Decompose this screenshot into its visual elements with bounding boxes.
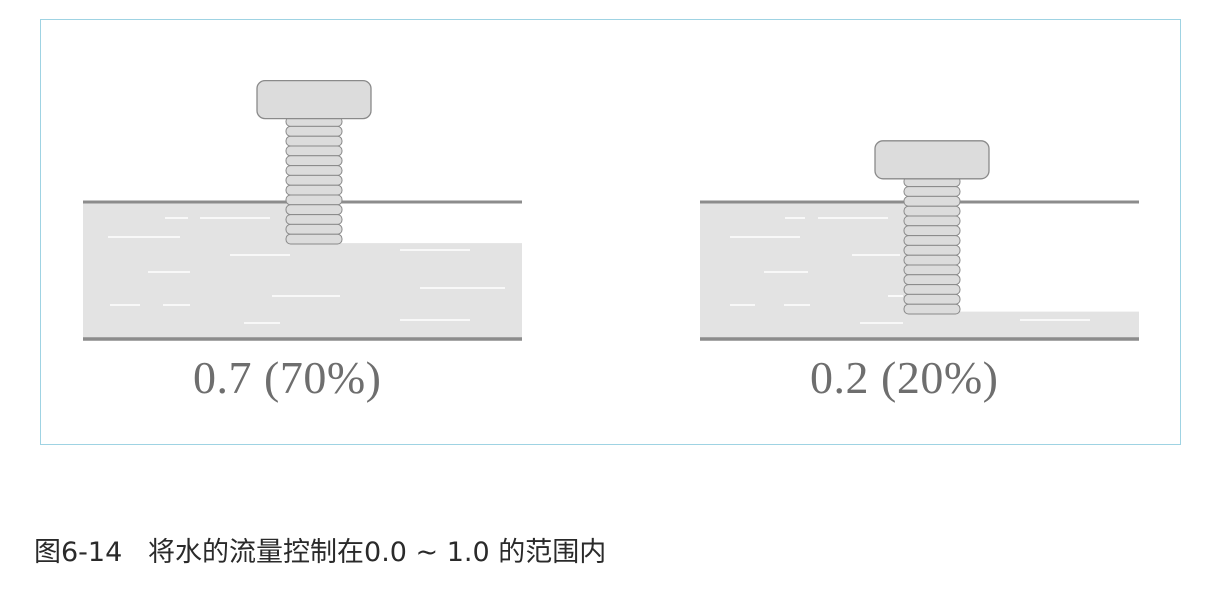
screw-thread <box>285 165 343 176</box>
screw-valve-icon <box>874 140 990 315</box>
screw-thread <box>285 145 343 157</box>
figure-caption: 图6-14 将水的流量控制在0.0 ~ 1.0 的范围内 <box>34 530 606 569</box>
screw-thread <box>903 195 961 207</box>
figure-number: 图6-14 <box>34 537 123 568</box>
flow-label-20: 0.2 (20%) <box>810 352 999 403</box>
downstream-water <box>314 243 522 339</box>
screw-thread <box>903 215 961 227</box>
screw-thread <box>903 235 961 246</box>
screw-thread <box>285 184 343 196</box>
screw-valve-icon <box>256 79 372 245</box>
caption-text: 将水的流量控制在0.0 ~ 1.0 的范围内 <box>148 537 607 568</box>
screw-thread <box>903 254 961 266</box>
screw-thread <box>903 293 961 305</box>
screw-head <box>874 140 990 180</box>
upstream-water <box>700 202 932 339</box>
screw-thread <box>285 155 343 167</box>
screw-thread <box>285 125 343 137</box>
screw-thread <box>285 214 343 225</box>
screw-thread <box>285 223 343 235</box>
screw-thread <box>903 205 961 217</box>
screw-thread <box>285 135 343 147</box>
figure-frame <box>40 19 1181 445</box>
screw-thread <box>903 244 961 256</box>
downstream-water <box>932 311 1139 339</box>
screw-thread <box>903 303 961 315</box>
screw-thread <box>903 274 961 286</box>
upstream-water <box>83 202 314 339</box>
screw-thread <box>903 225 961 237</box>
flow-label-70: 0.7 (70%) <box>193 352 382 403</box>
valve-panel-2 <box>700 140 1139 341</box>
screw-thread <box>903 186 961 197</box>
valve-panel-1 <box>83 79 522 341</box>
screw-thread <box>285 194 343 206</box>
screw-thread <box>285 233 343 245</box>
screw-thread <box>285 204 343 216</box>
screw-head <box>256 79 372 120</box>
screw-thread <box>285 174 343 186</box>
screw-thread <box>903 264 961 276</box>
screw-thread <box>903 284 961 295</box>
